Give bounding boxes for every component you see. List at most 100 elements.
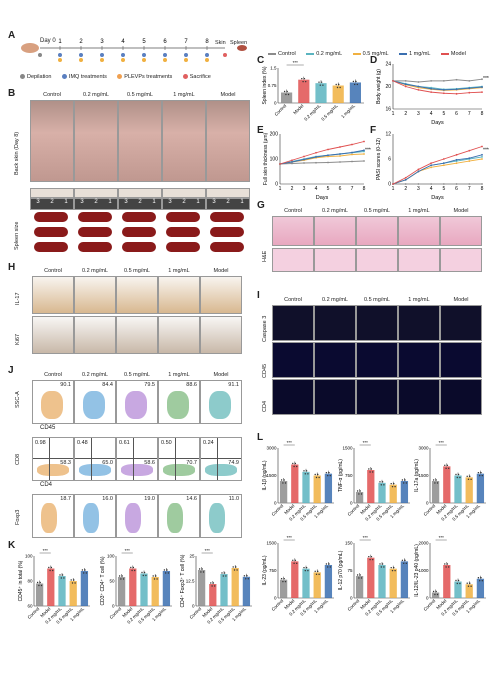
legend-dot-imq	[61, 74, 67, 79]
data-point	[455, 473, 457, 476]
micrograph-image	[356, 305, 398, 341]
ruler-number: 1	[152, 199, 156, 205]
panel-label-a: A	[8, 30, 16, 41]
flow-plot: 0.98 58.3	[32, 437, 74, 481]
data-point	[315, 476, 318, 479]
x-tick-label: 2	[404, 186, 407, 192]
data-point	[319, 84, 321, 86]
flow-plot: 0.48 65.0	[74, 437, 116, 481]
data-point	[455, 579, 457, 582]
x-axis-label: Days	[431, 120, 444, 125]
data-point	[455, 88, 458, 91]
data-point	[455, 158, 458, 161]
x-tick-label: 6	[455, 186, 458, 192]
x-tick-label: 2	[404, 111, 407, 117]
spleen-image	[166, 212, 200, 222]
data-point	[317, 473, 319, 476]
data-point	[358, 577, 360, 579]
data-point	[356, 83, 358, 86]
data-point	[200, 571, 202, 573]
bar	[332, 85, 344, 103]
data-point	[63, 577, 65, 579]
timeline-panel: 1 2 3 4 5 6 7 8 Day 0 Skin Spleen Depilation IM…	[20, 38, 250, 83]
data-point	[470, 585, 472, 587]
data-point	[236, 569, 238, 571]
data-point	[153, 578, 156, 580]
h-row-il17: IL-17	[15, 292, 21, 305]
data-point	[327, 474, 329, 477]
y-axis-label: TNF-α (pg/mL)	[338, 459, 344, 492]
bar	[454, 475, 462, 503]
data-point	[381, 563, 384, 565]
data-point	[303, 566, 305, 569]
x-tick-label: 7	[468, 186, 471, 192]
data-point	[314, 570, 316, 573]
data-point	[283, 90, 286, 93]
mouse-icon	[21, 43, 39, 53]
data-point	[305, 566, 308, 569]
data-point	[145, 574, 147, 577]
ruler-number: 1	[64, 199, 68, 205]
data-point	[132, 566, 135, 569]
legend-control: Control	[278, 51, 296, 57]
plevps-marker	[142, 58, 146, 62]
legend-model: Model	[450, 51, 466, 57]
flow-percent: 19.0	[144, 496, 155, 502]
y-tick-label: 0	[274, 501, 277, 506]
flow-population	[125, 391, 147, 419]
data-point	[430, 162, 433, 165]
timeline-end-skin: Skin	[215, 40, 226, 46]
data-point	[285, 93, 287, 96]
data-point	[245, 578, 247, 580]
data-point	[130, 566, 132, 569]
data-point	[467, 478, 470, 481]
ruler-number: 3	[168, 199, 172, 205]
data-point	[404, 479, 406, 481]
bar	[443, 466, 451, 503]
i-head-1: 1 mg/mL	[408, 297, 430, 303]
legend-05: 0.5 mg/mL	[362, 51, 389, 57]
y-tick-label: 0.75	[268, 83, 277, 88]
ruler-number: 3	[124, 199, 128, 205]
timeline-day: 8	[205, 39, 209, 45]
flow-percent: 11.0	[228, 496, 239, 502]
data-point	[359, 490, 361, 492]
data-point	[74, 582, 76, 584]
x-tick-label: 0.5 mg/mL	[320, 103, 339, 122]
j-row-cd8: CD8	[15, 453, 21, 465]
flow-percent: 0.98	[35, 440, 46, 446]
legend-line-model	[440, 53, 449, 55]
bar	[315, 83, 327, 103]
y-tick-label: 50	[109, 579, 115, 584]
spleen-image	[122, 242, 156, 252]
imq-marker	[79, 53, 83, 57]
micrograph-image	[440, 342, 482, 378]
bar	[291, 561, 299, 598]
series-line	[279, 160, 365, 165]
b-head-02: 0.2 mg/mL	[83, 92, 109, 98]
imq-marker	[184, 53, 188, 57]
flow-percent: 65.0	[102, 460, 113, 466]
bar	[465, 477, 473, 503]
micrograph-image	[440, 216, 482, 246]
data-point	[355, 80, 357, 83]
legend-line-control	[268, 53, 276, 55]
data-point	[434, 482, 436, 484]
data-point	[469, 475, 471, 478]
imq-marker	[100, 53, 104, 57]
data-point	[456, 476, 458, 479]
i-row-cd45: CD45	[262, 363, 268, 378]
bar	[465, 584, 473, 598]
timeline-day: 1	[58, 39, 62, 45]
data-point	[401, 479, 404, 481]
data-point	[233, 569, 236, 571]
data-point	[372, 558, 374, 561]
y-tick-label: 0	[388, 182, 391, 188]
h-head-05: 0.5 mg/mL	[124, 268, 150, 274]
data-point	[455, 162, 458, 165]
data-point	[71, 582, 74, 584]
data-point	[235, 566, 237, 568]
data-point	[303, 77, 306, 80]
micrograph-image	[398, 342, 440, 378]
